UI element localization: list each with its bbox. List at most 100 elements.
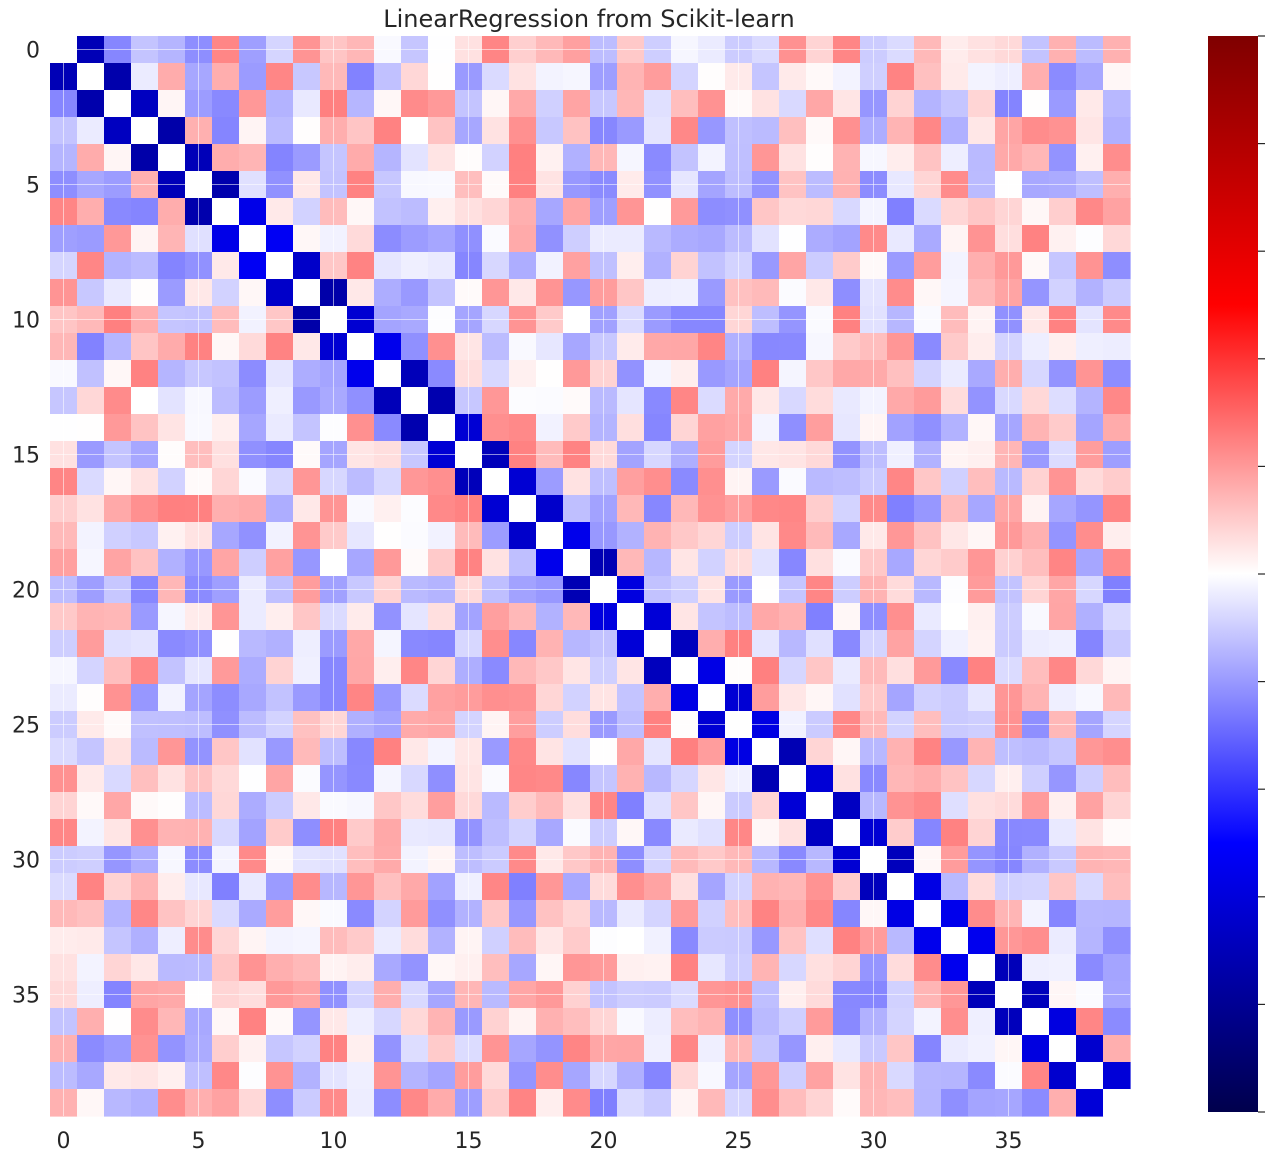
- heatmap-cell: [779, 900, 807, 928]
- heatmap-cell: [509, 900, 537, 928]
- heatmap-cell: [752, 765, 780, 793]
- heatmap-cell: [374, 738, 402, 766]
- heatmap-cell: [1022, 198, 1050, 226]
- heatmap-cell: [941, 522, 969, 550]
- heatmap-cell: [914, 1062, 942, 1090]
- heatmap-cell: [428, 738, 456, 766]
- heatmap-cell: [833, 927, 861, 955]
- heatmap-cell: [347, 1062, 375, 1090]
- heatmap-cell: [887, 1062, 915, 1090]
- heatmap-cell: [77, 765, 105, 793]
- heatmap-cell: [347, 603, 375, 631]
- heatmap-cell: [374, 873, 402, 901]
- heatmap-cell: [347, 900, 375, 928]
- heatmap-cell: [266, 414, 294, 442]
- heatmap-cell: [752, 522, 780, 550]
- heatmap-cell: [941, 738, 969, 766]
- heatmap-cell: [779, 117, 807, 145]
- heatmap-cell: [752, 387, 780, 415]
- heatmap-cell: [887, 387, 915, 415]
- heatmap-cell: [428, 792, 456, 820]
- heatmap-cell: [509, 1008, 537, 1036]
- heatmap-cell: [347, 495, 375, 523]
- heatmap-cell: [536, 792, 564, 820]
- heatmap-cell: [1103, 927, 1131, 955]
- heatmap-cell: [212, 900, 240, 928]
- heatmap-cell: [104, 657, 132, 685]
- heatmap-cell: [1103, 954, 1131, 982]
- heatmap-cell: [833, 414, 861, 442]
- heatmap-cell: [482, 954, 510, 982]
- heatmap-cell: [617, 927, 645, 955]
- heatmap-cell: [968, 792, 996, 820]
- heatmap-cell: [1022, 1035, 1050, 1063]
- heatmap-cell: [266, 279, 294, 307]
- heatmap-cell: [887, 819, 915, 847]
- heatmap-cell: [914, 1035, 942, 1063]
- heatmap-cell: [914, 333, 942, 361]
- heatmap-cell: [1022, 225, 1050, 253]
- heatmap-cell: [536, 1008, 564, 1036]
- heatmap-cell: [266, 1089, 294, 1117]
- heatmap-cell: [914, 1089, 942, 1117]
- heatmap-cell: [644, 252, 672, 280]
- chart-title: LinearRegression from Scikit-learn: [383, 5, 795, 33]
- heatmap-cell: [1103, 630, 1131, 658]
- heatmap-cell: [617, 90, 645, 118]
- heatmap-cell: [158, 873, 186, 901]
- heatmap-cell: [1103, 63, 1131, 91]
- y-tick-label: 10: [12, 309, 40, 334]
- heatmap-cell: [536, 927, 564, 955]
- heatmap-cell: [131, 90, 159, 118]
- heatmap-cell: [239, 279, 267, 307]
- heatmap-cell: [77, 900, 105, 928]
- heatmap-cell: [239, 198, 267, 226]
- heatmap-cell: [671, 468, 699, 496]
- heatmap-cell: [1049, 927, 1077, 955]
- heatmap-cell: [833, 495, 861, 523]
- heatmap-cell: [509, 468, 537, 496]
- heatmap-cell: [158, 765, 186, 793]
- heatmap-cell: [212, 927, 240, 955]
- heatmap-cell: [428, 414, 456, 442]
- heatmap-cell: [104, 360, 132, 388]
- heatmap-cell: [617, 873, 645, 901]
- y-tick-label: 15: [12, 444, 40, 469]
- heatmap-cell: [563, 954, 591, 982]
- heatmap-cell: [374, 1035, 402, 1063]
- heatmap-cell: [536, 819, 564, 847]
- heatmap-cell: [347, 117, 375, 145]
- heatmap-cell: [239, 63, 267, 91]
- heatmap-cell: [563, 900, 591, 928]
- heatmap-cell: [104, 1035, 132, 1063]
- heatmap-cell: [1103, 495, 1131, 523]
- heatmap-cell: [941, 765, 969, 793]
- y-tick-label: 20: [12, 579, 40, 604]
- heatmap-cell: [482, 63, 510, 91]
- heatmap-cell: [131, 603, 159, 631]
- heatmap-cell: [1103, 144, 1131, 172]
- heatmap-cell: [104, 765, 132, 793]
- heatmap-cell: [644, 954, 672, 982]
- heatmap-cell: [212, 1089, 240, 1117]
- heatmap-cell: [617, 414, 645, 442]
- heatmap-cell: [104, 1062, 132, 1090]
- heatmap-cell: [374, 144, 402, 172]
- heatmap-cell: [968, 954, 996, 982]
- heatmap-cell: [1049, 738, 1077, 766]
- heatmap-cell: [1103, 603, 1131, 631]
- heatmap-cell: [779, 927, 807, 955]
- heatmap-cell: [536, 522, 564, 550]
- heatmap-cell: [509, 198, 537, 226]
- heatmap-cell: [104, 1008, 132, 1036]
- heatmap-cell: [941, 333, 969, 361]
- heatmap-cell: [914, 873, 942, 901]
- heatmap-cell: [347, 225, 375, 253]
- heatmap-cell: [887, 765, 915, 793]
- heatmap-cell: [482, 738, 510, 766]
- heatmap-cell: [563, 90, 591, 118]
- heatmap-cell: [1076, 198, 1104, 226]
- heatmap-cell: [779, 630, 807, 658]
- heatmap-cell: [293, 765, 321, 793]
- heatmap-cell: [293, 657, 321, 685]
